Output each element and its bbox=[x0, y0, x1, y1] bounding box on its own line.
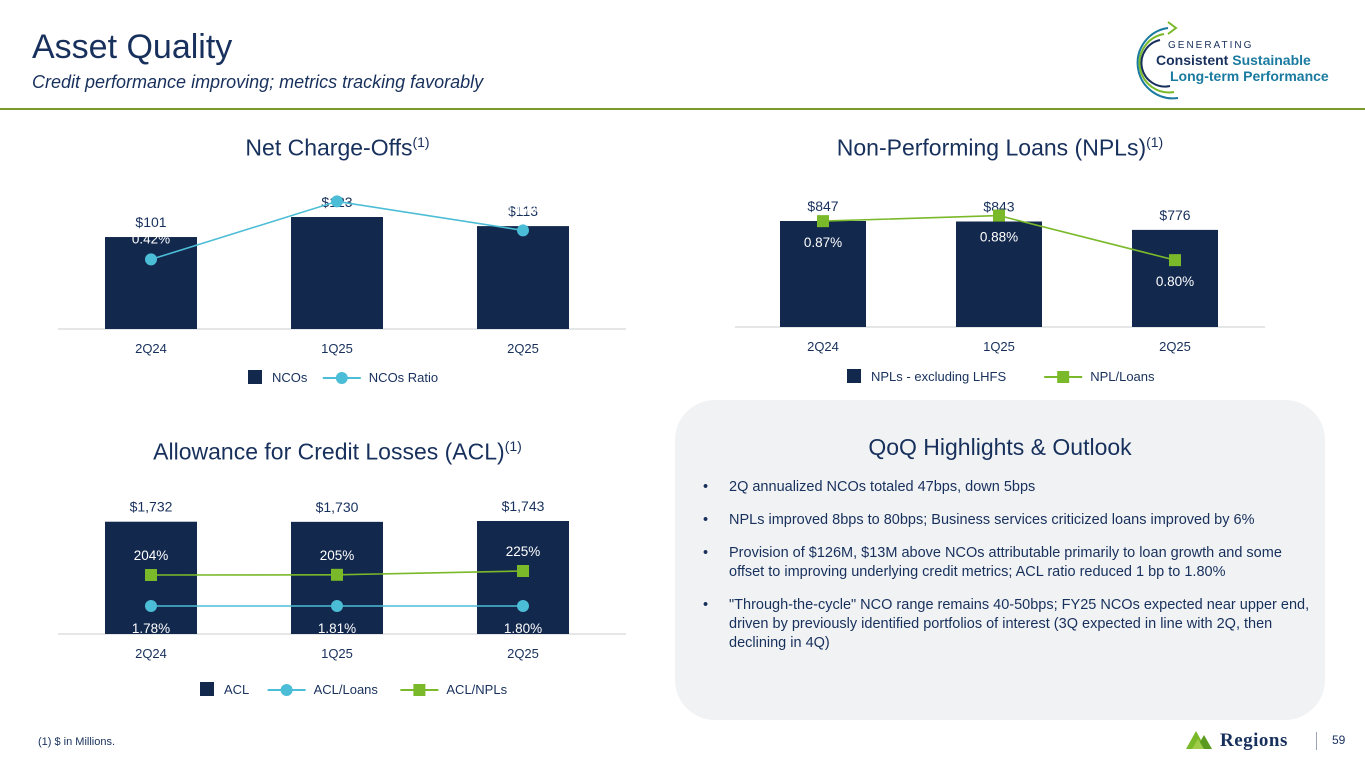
nco-chart-title: Net Charge-Offs(1) bbox=[150, 134, 525, 162]
acl-category-label: 1Q25 bbox=[321, 646, 353, 661]
npl-legend-label: NPLs - excluding LHFS bbox=[871, 369, 1006, 384]
highlights-title: QoQ Highlights & Outlook bbox=[868, 434, 1132, 460]
acl-point bbox=[145, 600, 157, 612]
brand-logo: Regions bbox=[1186, 729, 1326, 753]
nco-bar bbox=[291, 217, 383, 329]
acl-point-label: 205% bbox=[320, 548, 355, 563]
triangle-logo-icon bbox=[1186, 731, 1212, 749]
npl-point bbox=[1169, 254, 1181, 267]
tagline-generating: GENERATING bbox=[1168, 40, 1254, 51]
acl-bar-label: $1,743 bbox=[502, 498, 545, 514]
acl-point bbox=[517, 565, 529, 577]
page-subtitle: Credit performance improving; metrics tr… bbox=[32, 72, 484, 92]
npl-point bbox=[993, 209, 1005, 222]
nco-point-label: 0.52% bbox=[318, 180, 356, 188]
nco-point-label: 0.47% bbox=[504, 202, 542, 217]
acl-chart: $1,732 $1,730 $1,743 2Q24 1Q25 2Q25 1.78% 1.81%… bbox=[58, 498, 626, 697]
highlight-item: 2Q annualized NCOs totaled 47bps, down 5… bbox=[703, 478, 1313, 497]
acl-bar bbox=[477, 521, 569, 634]
npl-bar bbox=[956, 221, 1042, 327]
brand-name: Regions bbox=[1220, 730, 1288, 751]
npl-legend-label: NPL/Loans bbox=[1090, 369, 1155, 384]
nco-category-label: 2Q24 bbox=[135, 341, 167, 356]
acl-title-footnote: (1) bbox=[504, 438, 522, 454]
nco-legend-marker bbox=[335, 372, 348, 384]
tagline-sustainable: Sustainable bbox=[1232, 52, 1311, 68]
acl-legend-marker bbox=[413, 684, 426, 696]
nco-title-text: Net Charge-Offs bbox=[245, 134, 413, 161]
highlights-panel: QoQ Highlights & Outlook 2Q annualized N… bbox=[675, 400, 1325, 720]
npl-point-label: 0.88% bbox=[980, 230, 1018, 245]
acl-point bbox=[517, 600, 529, 612]
nco-bar-label: $101 bbox=[135, 214, 166, 230]
tagline-consistent: Consistent bbox=[1156, 52, 1229, 68]
acl-category-label: 2Q24 bbox=[135, 646, 167, 661]
nco-point bbox=[331, 195, 343, 208]
acl-point-label: 225% bbox=[506, 544, 541, 559]
nco-legend-label: NCOs bbox=[272, 370, 308, 385]
npl-bar-label: $843 bbox=[983, 199, 1014, 215]
acl-title-text: Allowance for Credit Losses (ACL) bbox=[153, 438, 505, 465]
tagline-longterm: Long-term Performance bbox=[1170, 68, 1329, 84]
nco-category-label: 2Q25 bbox=[507, 341, 539, 356]
acl-point-label: 1.81% bbox=[318, 621, 356, 636]
acl-bar-label: $1,732 bbox=[130, 499, 173, 515]
highlights-list: 2Q annualized NCOs totaled 47bps, down 5… bbox=[703, 478, 1313, 667]
npl-point-label: 0.80% bbox=[1156, 274, 1194, 289]
highlight-item: "Through-the-cycle" NCO range remains 40… bbox=[703, 596, 1313, 653]
nco-chart: $101$123$1132Q241Q252Q250.42%0.52%0.47%N… bbox=[58, 180, 626, 385]
nco-bar bbox=[105, 237, 197, 329]
nco-point bbox=[517, 224, 529, 237]
npl-point bbox=[817, 215, 829, 228]
npl-bar-label: $776 bbox=[1159, 207, 1190, 223]
acl-point bbox=[145, 569, 157, 581]
acl-category-label: 2Q25 bbox=[507, 646, 539, 661]
acl-bar-label: $1,730 bbox=[316, 499, 359, 515]
footer-separator bbox=[1316, 732, 1317, 750]
footnote: (1) $ in Millions. bbox=[38, 736, 116, 748]
highlight-item: NPLs improved 8bps to 80bps; Business se… bbox=[703, 511, 1313, 530]
npl-title-text: Non-Performing Loans (NPLs) bbox=[836, 134, 1147, 161]
acl-point-label: 1.80% bbox=[504, 621, 542, 636]
nco-legend-label: NCOs Ratio bbox=[369, 370, 438, 385]
acl-legend-marker bbox=[280, 684, 293, 696]
nco-point bbox=[145, 253, 157, 266]
acl-legend-label: ACL/Loans bbox=[314, 682, 379, 697]
npl-category-label: 2Q24 bbox=[807, 339, 839, 354]
nco-legend-swatch bbox=[248, 370, 262, 384]
nco-bar bbox=[477, 226, 569, 329]
acl-legend-label: ACL bbox=[224, 682, 249, 697]
acl-point-label: 1.78% bbox=[132, 621, 170, 636]
nco-title-footnote: (1) bbox=[412, 134, 430, 150]
highlight-item: Provision of $126M, $13M above NCOs attr… bbox=[703, 544, 1313, 582]
npl-title-footnote: (1) bbox=[1146, 134, 1164, 150]
acl-point bbox=[331, 568, 343, 581]
nco-bar-label: $113 bbox=[508, 203, 538, 219]
npl-point-label: 0.87% bbox=[804, 235, 842, 250]
acl-point bbox=[331, 600, 343, 612]
npl-bar bbox=[1132, 229, 1218, 327]
circular-arrows-icon bbox=[1136, 21, 1179, 100]
header-divider bbox=[0, 108, 1365, 110]
nco-category-label: 1Q25 bbox=[321, 341, 353, 356]
npl-chart-title: Non-Performing Loans (NPLs)(1) bbox=[760, 134, 1240, 162]
acl-legend-label: ACL/NPLs bbox=[446, 682, 507, 697]
tagline-line1: Consistent Sustainable bbox=[1156, 52, 1311, 68]
npl-category-label: 1Q25 bbox=[983, 339, 1015, 354]
acl-chart-title: Allowance for Credit Losses (ACL)(1) bbox=[120, 438, 555, 466]
acl-legend-swatch bbox=[200, 682, 214, 696]
page-title: Asset Quality bbox=[32, 28, 233, 66]
npl-category-label: 2Q25 bbox=[1159, 339, 1191, 354]
page-number: 59 bbox=[1332, 733, 1346, 747]
npl-bar bbox=[780, 221, 866, 327]
acl-point-label: 204% bbox=[134, 548, 169, 563]
npl-chart: $847 $843 $776 2Q24 1Q25 2Q25 0.87% 0.88% 0.80% N… bbox=[735, 198, 1265, 384]
npl-legend-marker bbox=[1057, 371, 1070, 383]
tagline-logo: GENERATING Consistent Sustainable Long-t… bbox=[1128, 20, 1358, 108]
npl-bar-label: $847 bbox=[807, 198, 838, 214]
npl-legend-swatch bbox=[847, 369, 861, 383]
nco-point-label: 0.42% bbox=[132, 231, 170, 246]
